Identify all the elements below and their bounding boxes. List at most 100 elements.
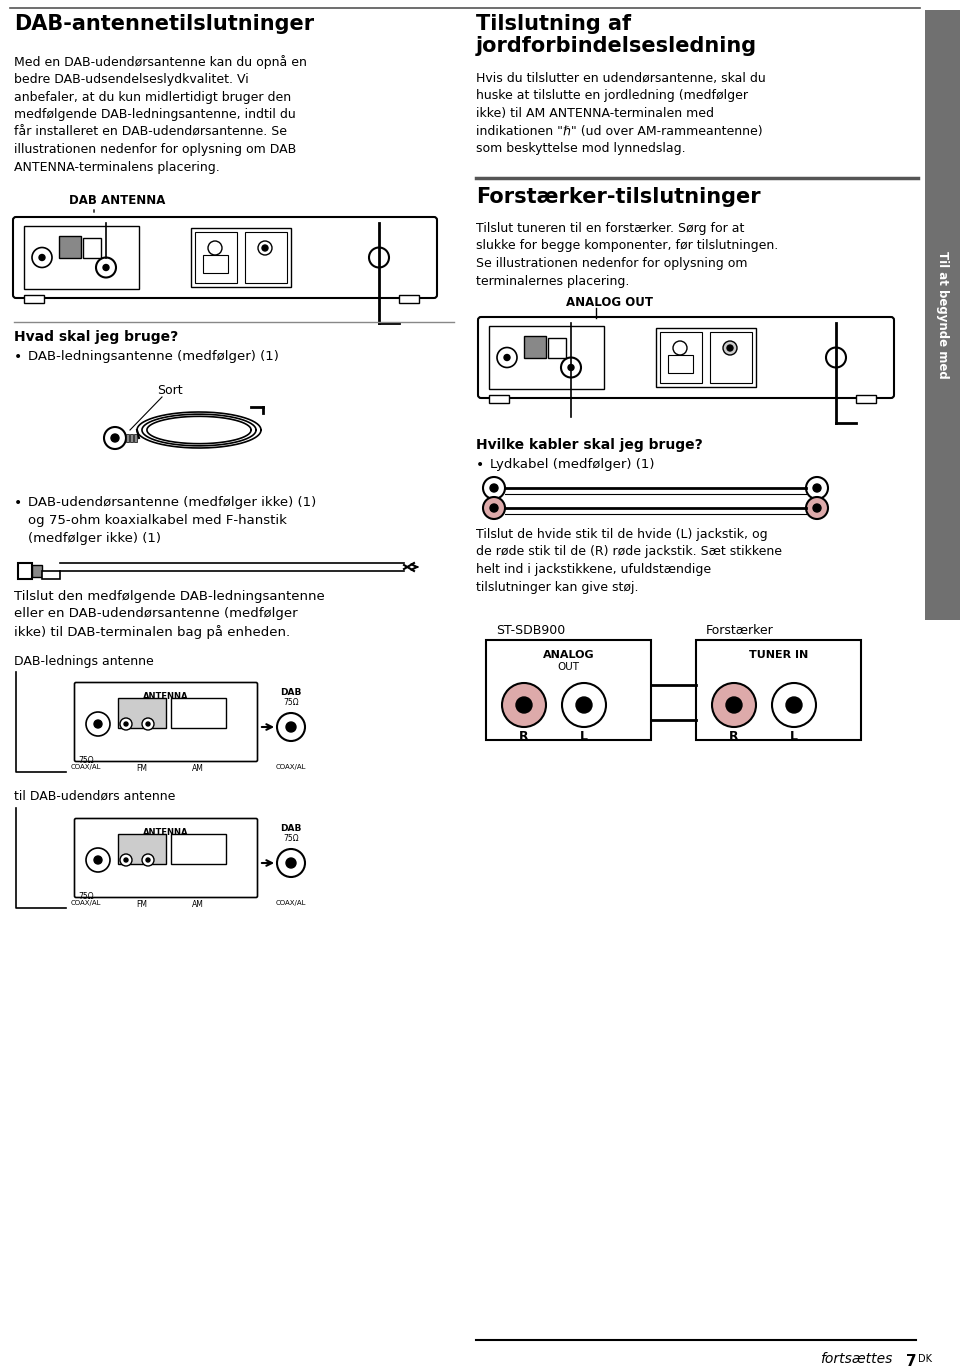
- Text: FM: FM: [136, 763, 148, 773]
- Text: COAX/AL: COAX/AL: [71, 763, 101, 770]
- Bar: [668, 356, 693, 373]
- Text: Tilslut tuneren til en forstærker. Sørg for at
slukke for begge komponenter, før: Tilslut tuneren til en forstærker. Sørg …: [476, 222, 779, 287]
- Bar: [710, 332, 752, 383]
- Text: 75Ω: 75Ω: [283, 834, 299, 843]
- Text: (medfølger ikke) (1): (medfølger ikke) (1): [28, 532, 161, 544]
- FancyBboxPatch shape: [75, 818, 257, 897]
- FancyBboxPatch shape: [13, 218, 437, 298]
- Circle shape: [772, 683, 816, 726]
- Text: Med en DAB-udendørsantenne kan du opnå en
bedre DAB-udsendelseslydkvalitet. Vi
a: Med en DAB-udendørsantenne kan du opnå e…: [14, 55, 307, 174]
- Text: DAB-ledningsantenne (medfølger) (1): DAB-ledningsantenne (medfølger) (1): [28, 350, 278, 363]
- Bar: [696, 640, 861, 740]
- Text: 75Ω: 75Ω: [283, 698, 299, 707]
- Bar: [548, 338, 566, 358]
- Text: og 75-ohm koaxialkabel med F-hanstik: og 75-ohm koaxialkabel med F-hanstik: [28, 514, 287, 527]
- Text: ST-SDB900: ST-SDB900: [496, 624, 565, 637]
- Text: DAB ANTENNA: DAB ANTENNA: [69, 194, 165, 207]
- Circle shape: [568, 364, 574, 371]
- Circle shape: [142, 718, 154, 731]
- Bar: [856, 395, 876, 404]
- Text: DAB-udendørsantenne (medfølger ikke) (1): DAB-udendørsantenne (medfølger ikke) (1): [28, 497, 316, 509]
- Text: Forstærker-tilslutninger: Forstærker-tilslutninger: [476, 187, 760, 207]
- Circle shape: [142, 854, 154, 866]
- Bar: [925, 10, 960, 620]
- Bar: [18, 564, 32, 579]
- Text: DAB: DAB: [280, 688, 301, 698]
- Text: 75Ω: 75Ω: [78, 892, 94, 902]
- Text: •: •: [476, 458, 484, 472]
- Text: fortsættes: fortsættes: [820, 1352, 893, 1367]
- Circle shape: [111, 434, 119, 442]
- Circle shape: [806, 477, 828, 499]
- Text: Til at begynde med: Til at begynde med: [936, 252, 949, 379]
- Text: ANALOG: ANALOG: [542, 650, 594, 659]
- Text: Hvis du tilslutter en udendørsantenne, skal du
huske at tilslutte en jordledning: Hvis du tilslutter en udendørsantenne, s…: [476, 73, 766, 155]
- Circle shape: [483, 477, 505, 499]
- Circle shape: [806, 497, 828, 518]
- Circle shape: [813, 503, 821, 512]
- Text: DAB-lednings antenne: DAB-lednings antenne: [14, 655, 154, 668]
- Circle shape: [94, 720, 102, 728]
- Text: FM: FM: [136, 900, 148, 908]
- Circle shape: [727, 345, 733, 352]
- Circle shape: [103, 264, 109, 271]
- Bar: [126, 434, 129, 442]
- Bar: [656, 328, 756, 387]
- Text: •: •: [14, 497, 22, 510]
- Bar: [134, 434, 137, 442]
- Circle shape: [723, 341, 737, 356]
- Text: Tilslut de hvide stik til de hvide (L) jackstik, og
de røde stik til de (R) røde: Tilslut de hvide stik til de hvide (L) j…: [476, 528, 782, 594]
- Circle shape: [286, 722, 296, 732]
- Text: Tilslutning af: Tilslutning af: [476, 14, 631, 34]
- FancyBboxPatch shape: [478, 317, 894, 398]
- Text: L: L: [790, 731, 798, 743]
- Circle shape: [712, 683, 756, 726]
- Text: AM: AM: [192, 900, 204, 908]
- Bar: [489, 395, 509, 404]
- Circle shape: [146, 858, 150, 862]
- Bar: [118, 698, 166, 728]
- Text: DAB: DAB: [280, 824, 301, 833]
- Circle shape: [124, 722, 128, 726]
- Bar: [118, 834, 166, 865]
- Circle shape: [146, 722, 150, 726]
- Bar: [245, 233, 287, 283]
- Text: Sort: Sort: [157, 384, 182, 397]
- Bar: [195, 233, 237, 283]
- Circle shape: [262, 245, 268, 250]
- Text: DK: DK: [918, 1354, 932, 1364]
- Bar: [524, 337, 546, 358]
- Bar: [32, 565, 42, 577]
- Circle shape: [576, 698, 592, 713]
- Text: AM: AM: [192, 763, 204, 773]
- Circle shape: [286, 858, 296, 869]
- Bar: [191, 228, 291, 287]
- Circle shape: [726, 698, 742, 713]
- Text: •: •: [14, 350, 22, 364]
- Text: 7: 7: [906, 1354, 917, 1368]
- Circle shape: [120, 854, 132, 866]
- Text: Tilslut den medfølgende DAB-ledningsantenne
eller en DAB-udendørsantenne (medføl: Tilslut den medfølgende DAB-ledningsante…: [14, 590, 324, 639]
- Circle shape: [516, 698, 532, 713]
- Circle shape: [504, 354, 510, 361]
- Bar: [24, 226, 139, 289]
- Bar: [59, 237, 81, 259]
- Bar: [660, 332, 702, 383]
- Circle shape: [124, 858, 128, 862]
- FancyBboxPatch shape: [75, 683, 257, 762]
- Circle shape: [490, 484, 498, 492]
- Text: TUNER IN: TUNER IN: [749, 650, 808, 659]
- Text: ANTENNA: ANTENNA: [143, 692, 189, 700]
- Text: OUT: OUT: [558, 662, 580, 672]
- Text: til DAB-udendørs antenne: til DAB-udendørs antenne: [14, 789, 176, 803]
- Bar: [24, 295, 44, 302]
- Text: COAX/AL: COAX/AL: [276, 763, 306, 770]
- Bar: [399, 295, 419, 302]
- Bar: [130, 434, 133, 442]
- Circle shape: [39, 254, 45, 260]
- Circle shape: [562, 683, 606, 726]
- Text: ANALOG OUT: ANALOG OUT: [566, 295, 653, 309]
- Circle shape: [786, 698, 802, 713]
- Text: Hvilke kabler skal jeg bruge?: Hvilke kabler skal jeg bruge?: [476, 438, 703, 451]
- Bar: [171, 698, 226, 728]
